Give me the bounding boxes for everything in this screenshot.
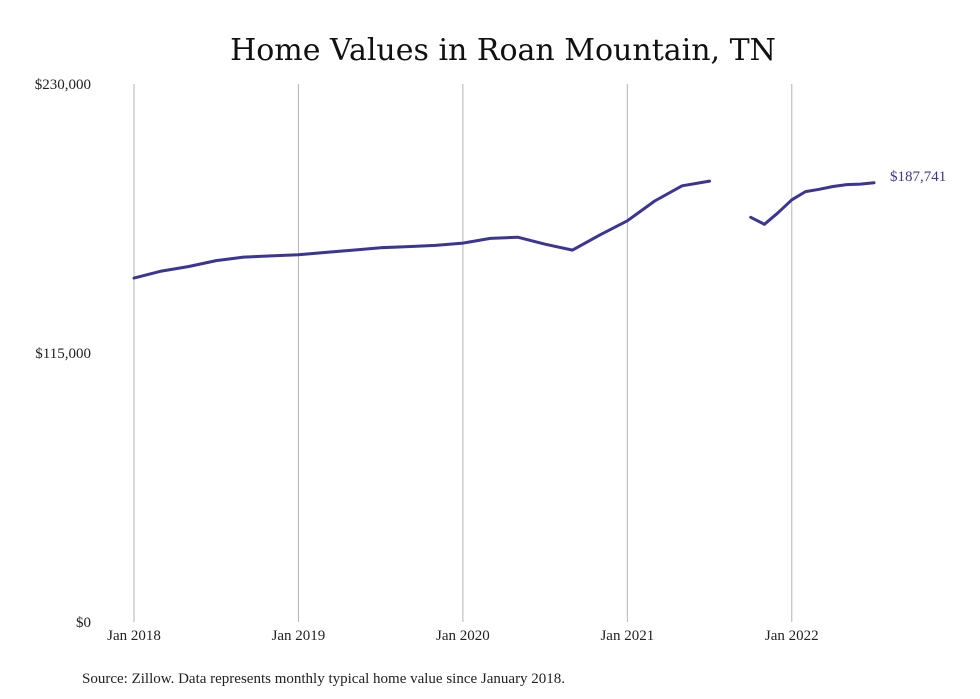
y-tick-label: $230,000 <box>35 77 91 93</box>
series-line <box>749 181 876 226</box>
gridlines <box>133 84 793 622</box>
end-value-label: $187,741 <box>890 169 946 185</box>
series-line <box>132 179 712 280</box>
source-note: Source: Zillow. Data represents monthly … <box>82 671 565 687</box>
x-tick-label: Jan 2021 <box>600 628 654 644</box>
y-tick-label: $0 <box>76 615 91 631</box>
x-axis-ticks: Jan 2018 Jan 2019 Jan 2020 Jan 2021 Jan 2022 <box>107 628 819 644</box>
y-tick-label: $115,000 <box>35 346 91 362</box>
x-tick-label: Jan 2020 <box>436 628 490 644</box>
series-lines <box>132 179 876 280</box>
x-tick-label: Jan 2018 <box>107 628 161 644</box>
x-tick-label: Jan 2022 <box>765 628 819 644</box>
chart-title: Home Values in Roan Mountain, TN <box>230 33 776 68</box>
x-tick-label: Jan 2019 <box>272 628 326 644</box>
y-axis-ticks: $0 $115,000 $230,000 <box>35 77 91 631</box>
